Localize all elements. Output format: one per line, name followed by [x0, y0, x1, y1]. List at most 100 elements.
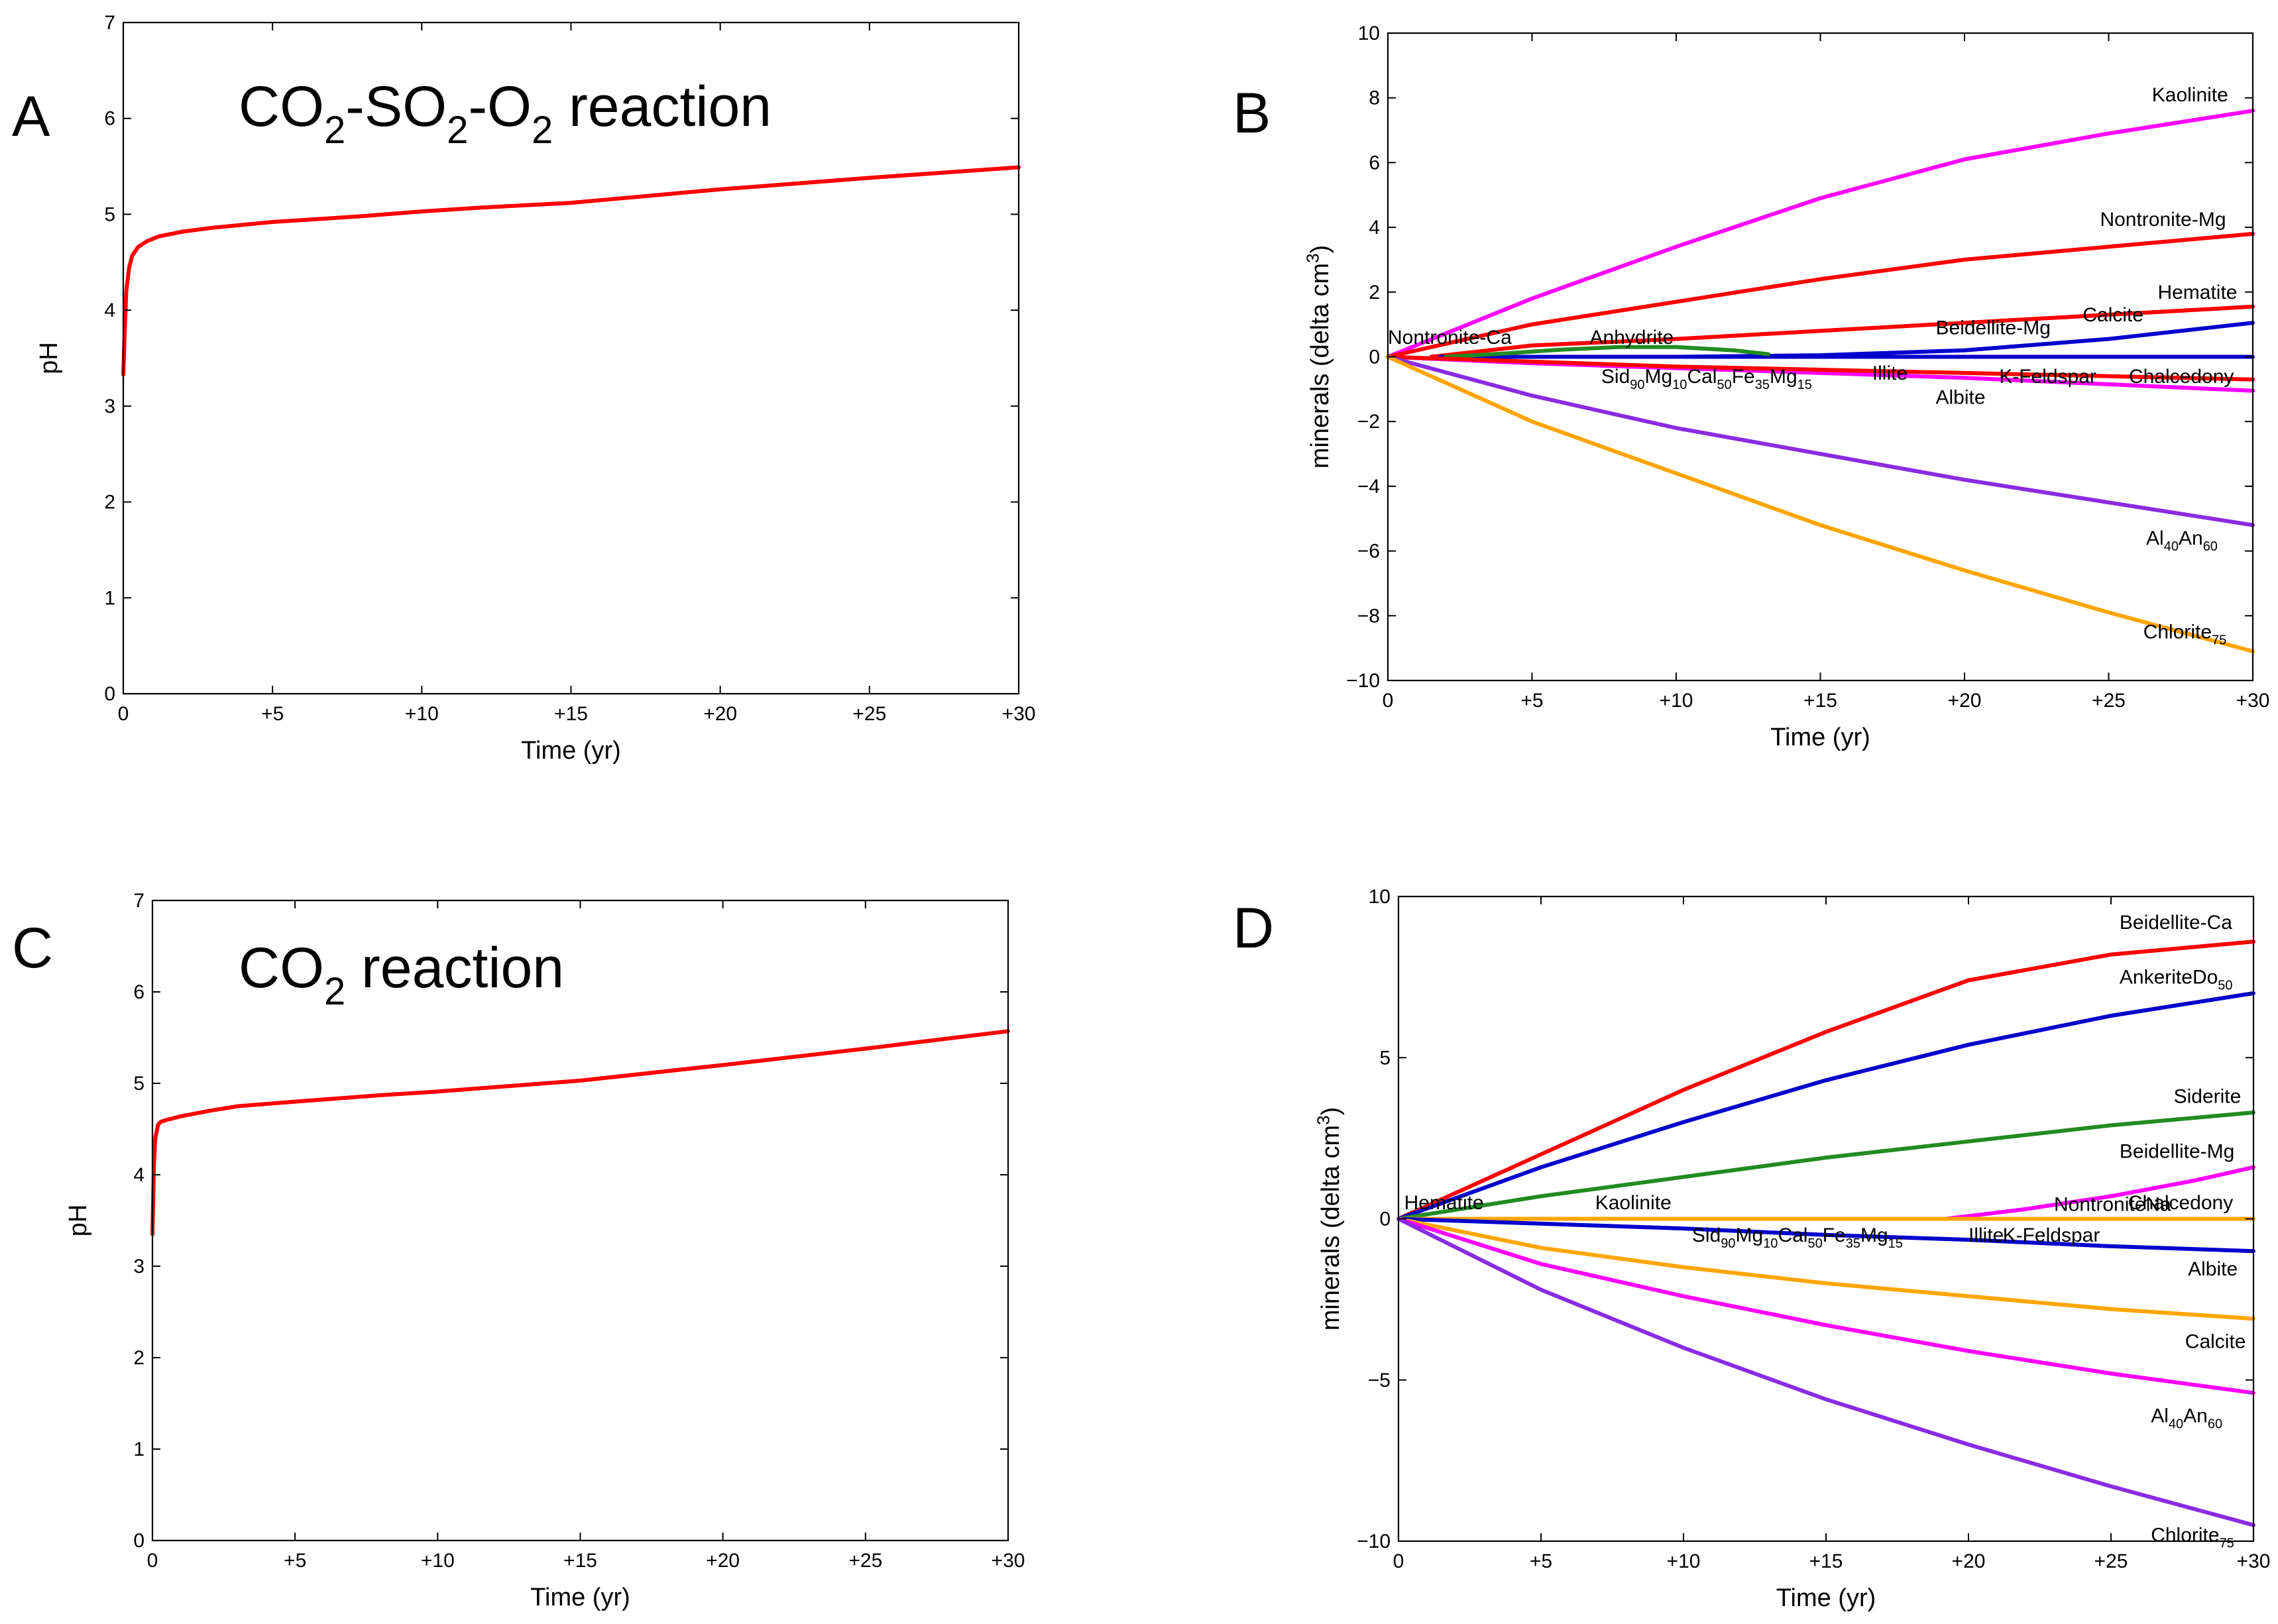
y-axis-label: pH [64, 1205, 92, 1237]
series-label-al40an60: Al40An60 [2151, 1405, 2222, 1431]
series-line-ph [150, 1029, 1010, 1236]
series-label-chalcedony: Chalcedony [2129, 366, 2234, 388]
series-label-chlorite75-part: Chlorite [2143, 622, 2212, 643]
series-line-hematite [1429, 304, 2255, 359]
reaction-title-c-part: 2 [324, 970, 345, 1013]
x-tick-label: +20 [706, 1550, 740, 1572]
y-tick-label: 2 [133, 1347, 144, 1369]
series-label-sid90mg10cal50fe35mg15-part: 90 [1721, 1236, 1735, 1251]
series-label-kaolinite: Kaolinite [1595, 1192, 1672, 1214]
x-tick-label: +25 [2094, 1550, 2128, 1572]
series-line-nontronite-mg [1386, 231, 2255, 359]
y-axis-label: pH [35, 342, 63, 374]
series-label-calcite-part: Calcite [2185, 1330, 2246, 1352]
series-label-al40an60-part: An [2183, 1405, 2208, 1427]
x-tick-label: +10 [421, 1550, 455, 1572]
y-axis-label-part: pH [35, 342, 63, 374]
series-label-hematite: Hematite [2157, 282, 2237, 303]
series-line-al40an60 [1386, 354, 2255, 527]
series-label-beidellite-mg: Beidellite-Mg [1936, 317, 2051, 339]
x-tick-label: +10 [1667, 1550, 1701, 1572]
series-line-ph [121, 165, 1021, 377]
x-tick-label: 0 [1393, 1550, 1404, 1572]
series-label-nontronite-ca: Nontronite-Ca [1388, 327, 1512, 349]
y-tick-label: 8 [1369, 87, 1380, 109]
y-tick-label: 5 [133, 1073, 144, 1095]
y-axis-label-part: ) [1317, 1107, 1345, 1116]
chart-panel-a: 0 +5 +10 +15 +20 +25 +30 0 1 2 3 4 5 6 7 Time (yr) pH [35, 12, 1035, 765]
series-line-al40an60 [1396, 1217, 2255, 1395]
y-tick-label: 1 [133, 1438, 144, 1460]
x-tick-label: 0 [1383, 690, 1394, 712]
x-axis-label: Time (yr) [521, 737, 621, 765]
y-tick-label: −10 [1357, 1531, 1391, 1552]
reaction-title-a-part: reaction [553, 75, 771, 138]
series-label-sid90mg10cal50fe35mg15-part: 90 [1630, 378, 1644, 392]
series-label-hematite-part: Hematite [2157, 282, 2237, 303]
series-line-chlorite75 [1386, 354, 2255, 653]
series-label-sid90mg10cal50fe35mg15-part: 35 [1755, 378, 1770, 392]
x-tick-label: +5 [261, 703, 284, 725]
x-axis-label-part: Time (yr) [1770, 724, 1870, 751]
series-label-sid90mg10cal50fe35mg15-part: 35 [1846, 1236, 1860, 1251]
y-tick-label: −6 [1357, 541, 1380, 563]
series-line-kaolinite [1386, 109, 2255, 359]
series-label-beidellite-ca-part: Beidellite-Ca [2120, 912, 2232, 934]
series-label-al40an60-part: 40 [2164, 539, 2179, 554]
x-tick-label: +25 [2092, 690, 2126, 712]
y-tick-label: 6 [104, 108, 115, 130]
y-tick-label: 0 [104, 683, 115, 705]
x-axis-label: Time (yr) [1776, 1584, 1876, 1612]
x-axis-label-part: Time (yr) [1776, 1584, 1876, 1612]
y-tick-label: −4 [1357, 476, 1380, 498]
series-label-sid90mg10cal50fe35mg15-part: Cal [1778, 1224, 1807, 1246]
series-label-sid90mg10cal50fe35mg15-part: Mg [1645, 366, 1673, 388]
y-tick-label: 5 [1379, 1047, 1391, 1069]
x-tick-label: +30 [992, 1550, 1025, 1572]
series-label-beidellite-mg-part: Beidellite-Mg [2120, 1140, 2234, 1162]
y-tick-label: 2 [1369, 282, 1380, 303]
y-axis-label-part: minerals (delta cm [1306, 263, 1334, 468]
series-label-albite-part: Albite [2188, 1258, 2238, 1280]
series-label-sid90mg10cal50fe35mg15: Sid90Mg10Cal50Fe35Mg15 [1601, 366, 1812, 392]
series-label-albite: Albite [1936, 387, 1986, 409]
series-label-chlorite75-part: 75 [2212, 633, 2226, 648]
y-tick-label: 10 [1369, 886, 1391, 908]
reaction-title-a-part: 2 [324, 109, 345, 152]
y-tick-label: 0 [133, 1530, 144, 1552]
reaction-title-c-part: CO [239, 936, 324, 1000]
panel-letter-a: A [12, 85, 50, 148]
series-label-hematite-part: Hematite [1404, 1192, 1484, 1214]
y-tick-label: 10 [1358, 23, 1380, 44]
x-tick-label: +10 [405, 703, 439, 725]
series-label-sid90mg10cal50fe35mg15-part: 10 [1763, 1236, 1778, 1251]
series-label-k-feldspar-part: K-Feldspar [2003, 1224, 2100, 1246]
y-tick-label: 4 [104, 299, 115, 321]
y-tick-label: 4 [133, 1164, 144, 1186]
series-label-chlorite75: Chlorite75 [2151, 1524, 2234, 1550]
y-axis-label-part: pH [64, 1205, 92, 1237]
series-label-calcite: Calcite [2082, 304, 2143, 326]
y-tick-label: 3 [133, 1256, 144, 1277]
x-tick-label: +30 [2237, 1550, 2271, 1572]
y-axis-label-part: 3 [1303, 253, 1323, 262]
series-label-sid90mg10cal50fe35mg15-part: 50 [1717, 378, 1731, 392]
y-axis-label-part: 3 [1314, 1115, 1334, 1124]
chart-panel-b: 0 +5 +10 +15 +20 +25 +30 −10 −8 −6 −4 −2 0 2 4 6 8 10 Time… [1303, 23, 2270, 751]
series-label-nontronite-mg: Nontronite-Mg [2100, 209, 2226, 231]
series-label-al40an60-part: Al [2146, 527, 2164, 549]
reaction-title-a: CO2-SO2-O2 reaction [239, 75, 771, 152]
series-line-albite [1396, 1217, 2255, 1254]
x-tick-label: +30 [1002, 703, 1036, 725]
y-tick-label: −2 [1357, 411, 1380, 433]
series-line-chlorite75 [1396, 1217, 2255, 1527]
series-label-chlorite75-part: Chlorite [2151, 1524, 2219, 1546]
series-label-ankeritedo50-part: AnkeriteDo [2120, 967, 2218, 989]
series-label-siderite-part: Siderite [2174, 1086, 2242, 1108]
series-label-siderite: Siderite [2174, 1086, 2242, 1108]
panel-letter-d: D [1233, 896, 1274, 960]
series-label-chalcedony-part: Chalcedony [2128, 1192, 2233, 1214]
y-tick-label: 4 [1369, 217, 1380, 239]
